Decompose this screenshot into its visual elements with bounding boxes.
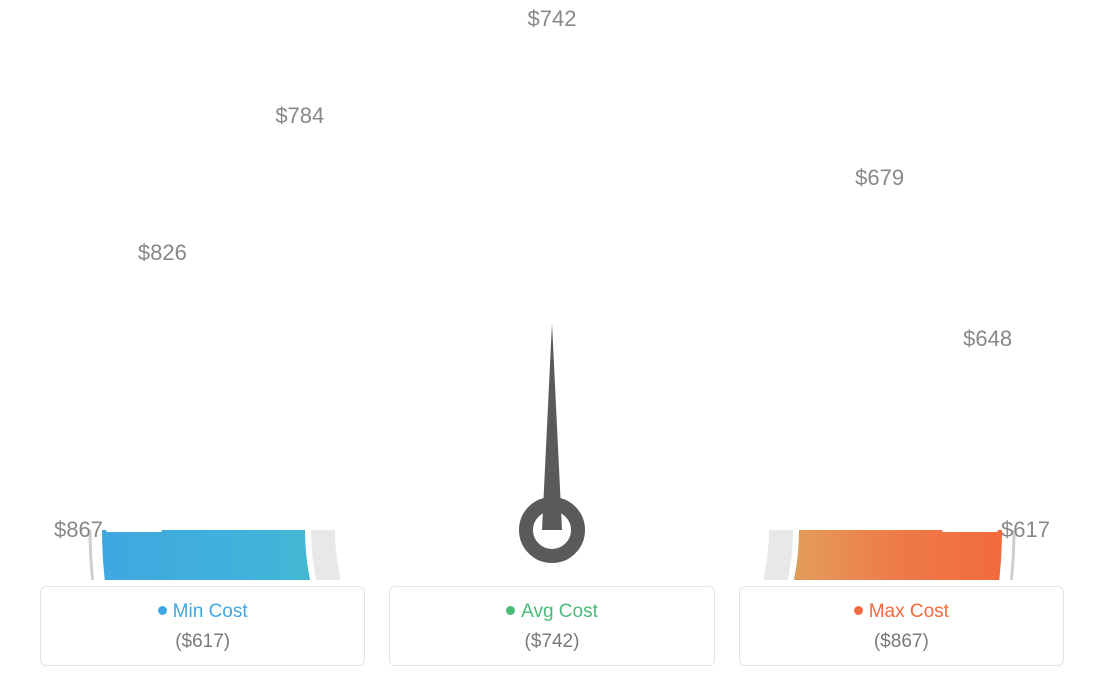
legend-avg-title: Avg Cost <box>400 601 703 623</box>
gauge-svg <box>0 0 1104 580</box>
legend-max-label: Max Cost <box>869 601 949 622</box>
legend-min-dot <box>158 606 167 615</box>
scale-label: $784 <box>275 103 324 129</box>
legend-card-min: Min Cost ($617) <box>40 586 365 666</box>
chart-container: $617 $648 $679 $742 $784 $826 $867 Min Cost ($… <box>0 0 1104 690</box>
scale-label: $742 <box>528 6 577 32</box>
legend-max-title: Max Cost <box>750 601 1053 623</box>
legend-row: Min Cost ($617) Avg Cost ($742) Max Cost… <box>40 586 1064 666</box>
legend-card-max: Max Cost ($867) <box>739 586 1064 666</box>
legend-max-dot <box>854 606 863 615</box>
legend-card-avg: Avg Cost ($742) <box>389 586 714 666</box>
gauge-area: $617 $648 $679 $742 $784 $826 $867 <box>0 0 1104 580</box>
legend-avg-label: Avg Cost <box>521 601 598 622</box>
scale-label: $617 <box>1001 517 1050 543</box>
legend-avg-dot <box>506 606 515 615</box>
legend-max-value: ($867) <box>750 631 1053 653</box>
scale-label: $826 <box>138 240 187 266</box>
scale-label: $679 <box>855 165 904 191</box>
legend-min-value: ($617) <box>51 631 354 653</box>
legend-min-label: Min Cost <box>173 601 248 622</box>
legend-min-title: Min Cost <box>51 601 354 623</box>
scale-label: $867 <box>54 517 103 543</box>
legend-avg-value: ($742) <box>400 631 703 653</box>
scale-label: $648 <box>963 326 1012 352</box>
